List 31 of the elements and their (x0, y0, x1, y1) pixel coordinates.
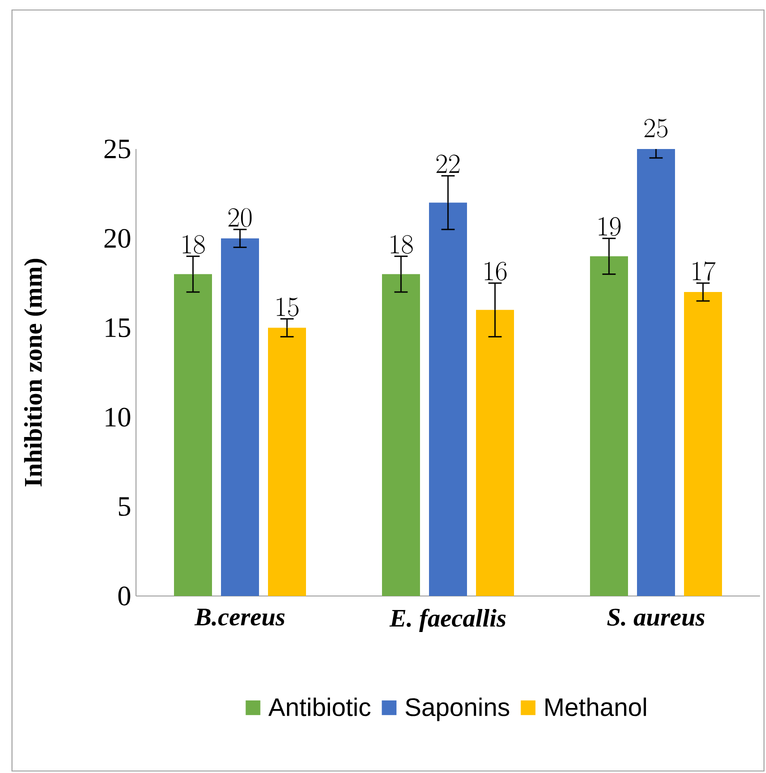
bar (268, 328, 306, 596)
data-label: 25 (644, 118, 668, 138)
bar (221, 238, 260, 596)
y-tick-label: 5 (118, 497, 130, 516)
y-tick-label: 0 (118, 586, 130, 606)
y-tick-label: 20 (104, 228, 130, 248)
data-label: 22 (436, 154, 460, 173)
data-label: 18 (182, 235, 205, 254)
bar (476, 310, 514, 596)
data-label: 17 (692, 261, 716, 281)
bar (382, 274, 420, 596)
data-label: 20 (228, 208, 252, 227)
y-axis-title: Inhibition zone (mm) (24, 258, 48, 486)
y-tick-label: 10 (106, 408, 130, 427)
y-tick-label: 25 (104, 140, 130, 158)
x-tick-label: S. aureus (607, 608, 704, 626)
legend-label: Antibiotic (268, 698, 370, 716)
bar (429, 202, 468, 596)
legend-label: Saponins (406, 698, 510, 722)
data-label: 15 (276, 298, 299, 316)
x-tick-label: E. faecallis (389, 608, 506, 632)
x-tick-label: B.cereus (194, 608, 285, 626)
data-label: 18 (390, 235, 413, 254)
bar (590, 256, 628, 596)
bar (637, 148, 676, 596)
bar (174, 274, 212, 596)
data-label: 19 (598, 217, 621, 236)
data-label: 16 (484, 262, 507, 281)
legend-label: Methanol (546, 698, 646, 716)
bar (684, 292, 722, 596)
y-tick-label: 15 (106, 318, 130, 338)
